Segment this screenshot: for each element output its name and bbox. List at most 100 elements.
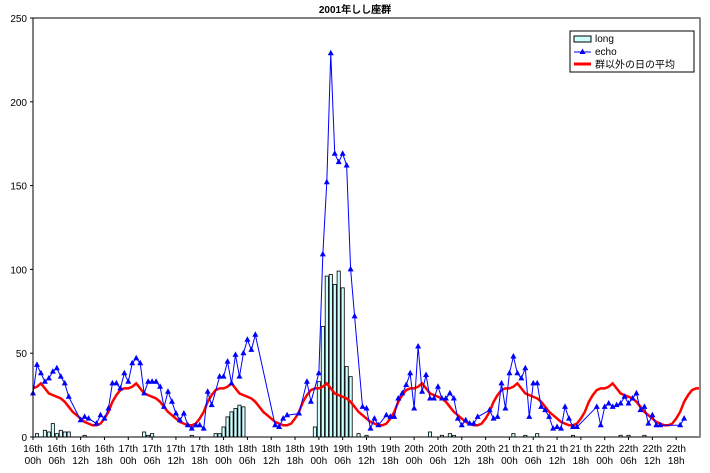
long-bar [42, 429, 47, 438]
long-bar [316, 381, 321, 438]
echo-marker [204, 388, 211, 394]
echo-marker [200, 425, 207, 431]
echo-marker [649, 411, 656, 418]
echo-marker [546, 413, 553, 419]
echo-marker [184, 421, 191, 428]
x-tick-label-day: 22th [619, 444, 638, 455]
echo-marker [327, 49, 334, 56]
legend-average-label: 群以外の日の平均 [595, 58, 675, 71]
echo-marker [216, 373, 223, 379]
echo-marker [375, 421, 382, 428]
echo-marker [109, 379, 116, 386]
x-tick-label-day: 22th [666, 444, 685, 455]
echo-marker [558, 425, 565, 431]
x-tick-label-day: 17th [142, 444, 161, 455]
x-tick-label-day: 20th [476, 444, 495, 455]
x-tick-label-hour: 06h [620, 456, 637, 467]
x-tick-label-hour: 06h [430, 456, 447, 467]
echo-marker [65, 393, 72, 399]
echo-marker [498, 379, 505, 386]
echo-marker [33, 361, 40, 367]
long-bar [150, 433, 155, 438]
y-axis: 0 50 100 150 200 250 [10, 14, 33, 444]
echo-marker [415, 342, 422, 349]
echo-marker [192, 421, 199, 428]
echo-marker [387, 413, 394, 419]
echo-marker [153, 378, 160, 384]
echo-marker [562, 403, 569, 409]
echo-series [30, 49, 688, 431]
x-tick-label-day: 18th [238, 444, 257, 455]
echo-marker [407, 369, 414, 376]
x-tick-label-day: 16th [71, 444, 90, 455]
x-tick-label-hour: 00h [215, 456, 232, 467]
x-tick-label-hour: 12h [453, 456, 470, 467]
x-tick-label-hour: 12h [549, 456, 566, 467]
echo-marker [347, 265, 354, 272]
echo-marker [121, 369, 128, 376]
long-bar [213, 433, 218, 438]
echo-marker [244, 336, 251, 342]
echo-marker [565, 415, 572, 421]
echo-marker [593, 403, 600, 409]
echo-marker [363, 405, 370, 411]
echo-marker [37, 369, 44, 376]
x-tick-label-hour: 00h [406, 456, 423, 467]
x-tick-label-day: 18th [214, 444, 233, 455]
echo-marker [141, 389, 148, 396]
legend-long-swatch [573, 35, 592, 43]
long-bar [217, 433, 222, 438]
y-tick-label: 250 [10, 14, 27, 25]
echo-marker [633, 389, 640, 396]
echo-marker [228, 379, 235, 386]
echo-marker [462, 416, 469, 423]
x-tick-label-day: 17th [190, 444, 209, 455]
x-tick-label-hour: 00h [120, 456, 137, 467]
long-bar [312, 426, 317, 438]
long-bar [340, 287, 345, 438]
x-tick-label-day: 21 th [546, 444, 568, 455]
echo-marker [367, 425, 374, 431]
echo-marker [645, 420, 652, 426]
echo-marker [53, 364, 60, 371]
echo-marker [81, 413, 88, 419]
x-tick-label-hour: 18h [191, 456, 208, 467]
echo-marker [315, 369, 322, 376]
echo-marker [371, 415, 378, 421]
echo-marker [157, 383, 164, 389]
echo-marker [601, 403, 608, 409]
echo-marker [597, 421, 604, 428]
x-tick-label-day: 17th [166, 444, 185, 455]
long-bar [225, 416, 230, 438]
x-tick-label-hour: 12h [358, 456, 375, 467]
echo-marker [605, 399, 612, 406]
long-bar [142, 431, 147, 438]
x-tick-label-hour: 06h [239, 456, 256, 467]
echo-marker [474, 413, 481, 419]
x-tick-label-hour: 18h [477, 456, 494, 467]
echo-marker [232, 351, 239, 357]
echo-marker [303, 378, 310, 384]
x-tick-label-day: 18th [261, 444, 280, 455]
x-tick-label-day: 21 th [498, 444, 520, 455]
long-bar [535, 433, 540, 438]
long-bar [66, 431, 71, 438]
echo-marker [331, 150, 338, 156]
long-bar [356, 433, 361, 438]
long-bars [34, 270, 647, 438]
echo-marker [323, 178, 330, 185]
echo-marker [681, 415, 688, 421]
echo-marker [196, 421, 203, 428]
long-bar [233, 408, 238, 438]
long-bar [428, 431, 433, 438]
echo-marker [466, 420, 473, 426]
echo-marker [149, 378, 156, 384]
x-tick-label-hour: 18h [287, 456, 304, 467]
long-bar [34, 433, 39, 438]
echo-marker [423, 371, 430, 377]
echo-marker [220, 373, 227, 379]
x-tick-label-day: 16th [23, 444, 42, 455]
echo-marker [446, 389, 453, 396]
legend: long echo 群以外の日の平均 [569, 30, 695, 73]
x-tick-label-hour: 12h [168, 456, 185, 467]
